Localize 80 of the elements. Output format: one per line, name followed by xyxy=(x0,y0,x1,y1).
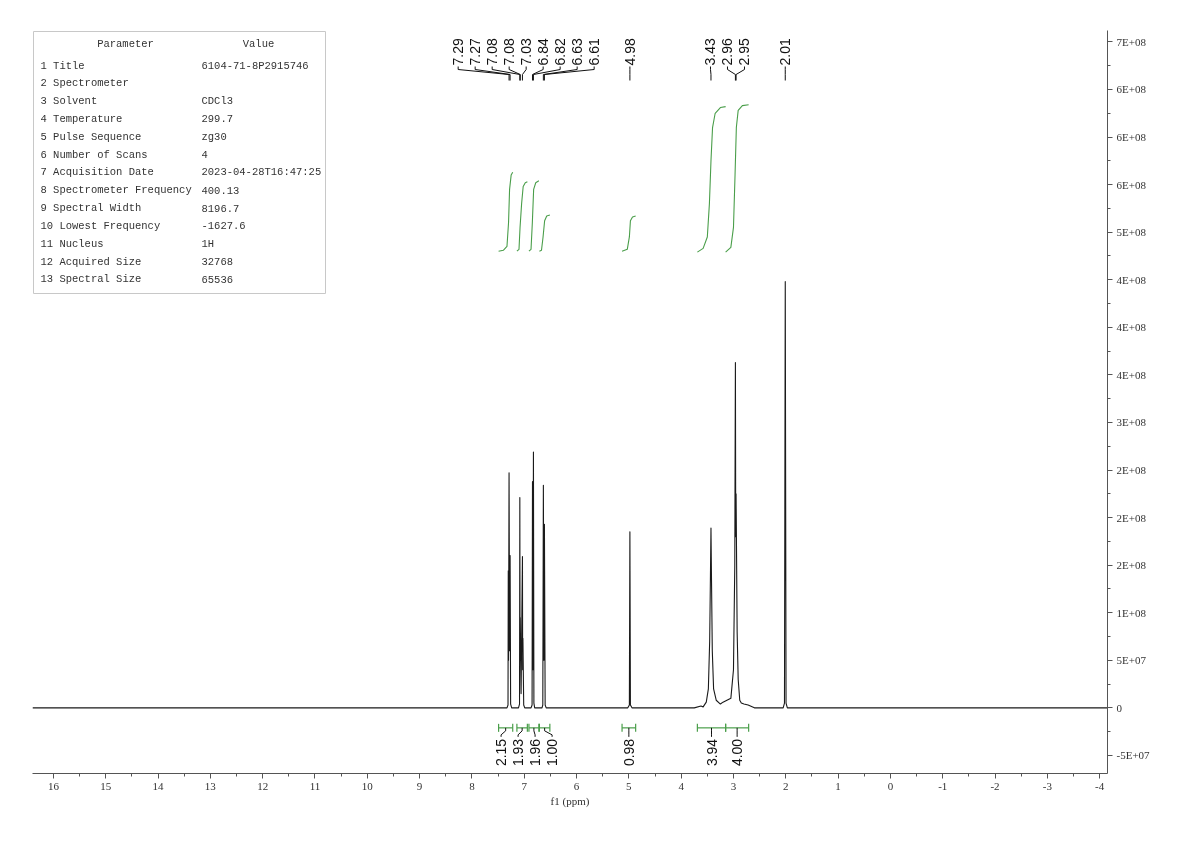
annotation: 7.03 xyxy=(518,38,535,66)
x-tick-label: -4 xyxy=(1095,779,1105,792)
line-series xyxy=(725,104,750,253)
x-tick-label: 0 xyxy=(887,779,894,792)
y-tick-label: 4E+08 xyxy=(1116,368,1147,381)
annotation: 2.95 xyxy=(736,38,753,66)
x-tick-label: 8 xyxy=(469,779,476,792)
annotation: 2 Spectrometer xyxy=(40,77,129,90)
line-series xyxy=(528,180,540,252)
x-tick-label: 5 xyxy=(626,779,633,792)
text: 1 Title 6104-71-8P2915746 xyxy=(40,59,309,72)
x-tick-label: 10 xyxy=(361,779,374,792)
text: 11 Nucleus 1H xyxy=(40,237,215,250)
x-tick-label: 6 xyxy=(573,779,580,792)
text: 3 Solvent CDCl3 xyxy=(40,95,234,108)
text: 12 Acquired Size 32768 xyxy=(40,255,234,269)
y-tick-label: 2E+08 xyxy=(1116,511,1147,524)
x-tick-label: 12 xyxy=(257,779,269,792)
y-tick-label: 1E+08 xyxy=(1116,606,1147,619)
x-tick-label: -2 xyxy=(990,779,1000,792)
y-tick-label: 4E+08 xyxy=(1116,273,1147,286)
text: 5 Pulse Sequence zg30 xyxy=(40,130,227,143)
annotation: 7.08 xyxy=(484,38,501,66)
annotation: 2.96 xyxy=(719,38,736,66)
x-tick-label: 15 xyxy=(100,779,112,792)
x-tick-label: 4 xyxy=(678,779,685,792)
text: Parameter Value xyxy=(97,37,275,50)
text: 13 Spectral Size 65536 xyxy=(40,273,234,286)
y-tick-label: 6E+08 xyxy=(1116,131,1147,144)
annotation: 6.84 xyxy=(535,38,552,66)
y-tick-label: 2E+08 xyxy=(1116,559,1147,572)
text: 7 Acquisition Date 2023-04-28T16:47:25 xyxy=(40,166,322,179)
y-tick-label: 3E+08 xyxy=(1116,416,1147,429)
annotation: 6.61 xyxy=(586,38,603,66)
annotation: 7.08 xyxy=(501,38,518,66)
annotation: 2.15 xyxy=(493,738,510,767)
x-tick-label: 2 xyxy=(783,779,789,792)
y-tick-label: 7E+08 xyxy=(1116,35,1147,48)
y-tick-label: 6E+08 xyxy=(1116,83,1147,96)
annotation: 1.00 xyxy=(544,738,561,767)
y-tick-label: 5E+07 xyxy=(1116,654,1147,667)
line-series xyxy=(621,215,637,252)
annotation: 8 Spectrometer Frequency 400.13 xyxy=(40,184,240,197)
x-tick-label: -1 xyxy=(938,779,948,792)
x-tick-label: 7 xyxy=(521,779,528,792)
x-tick-label: 11 xyxy=(309,779,321,792)
y-tick-label: 5E+08 xyxy=(1116,226,1147,239)
annotation: 4.98 xyxy=(621,38,638,66)
annotation: 7.29 xyxy=(450,38,467,66)
x-tick-label: 3 xyxy=(730,779,737,792)
annotation: 7.27 xyxy=(467,38,484,66)
text: 10 Lowest Frequency -1627.6 xyxy=(40,219,246,233)
annotation: 3.94 xyxy=(703,738,720,767)
x-tick-label: 16 xyxy=(47,779,60,792)
annotation: 4.00 xyxy=(729,738,746,767)
annotation: 6.82 xyxy=(552,38,569,66)
line-series xyxy=(498,171,514,252)
annotation: 1.96 xyxy=(527,738,544,767)
y-tick-label: -5E+07 xyxy=(1116,749,1151,762)
annotation: 3.43 xyxy=(702,38,719,66)
y-tick-label: 4E+08 xyxy=(1116,321,1147,334)
text: 4 Temperature 299.7 xyxy=(40,112,234,126)
y-tick-label: 2E+08 xyxy=(1116,464,1147,477)
y-tick-label: 6E+08 xyxy=(1116,178,1147,191)
line-series xyxy=(538,214,551,252)
x-tick-label: 1 xyxy=(835,779,841,792)
annotation: 1.93 xyxy=(510,738,527,767)
x-tick-label: 9 xyxy=(416,779,423,792)
line-series xyxy=(516,181,528,252)
x-axis-title: f1 (ppm) xyxy=(550,794,590,808)
line-series xyxy=(696,106,727,253)
text: 9 Spectral Width 8196.7 xyxy=(40,202,240,215)
text: 6 Number of Scans 4 xyxy=(40,148,208,162)
x-tick-label: -3 xyxy=(1042,779,1053,792)
x-tick-label: 13 xyxy=(204,779,217,792)
annotation: 0.98 xyxy=(620,738,637,767)
x-tick-label: 14 xyxy=(152,779,165,792)
annotation: 6.63 xyxy=(569,38,586,66)
annotation: 2.01 xyxy=(777,38,794,66)
y-tick-label: 0 xyxy=(1116,701,1123,714)
